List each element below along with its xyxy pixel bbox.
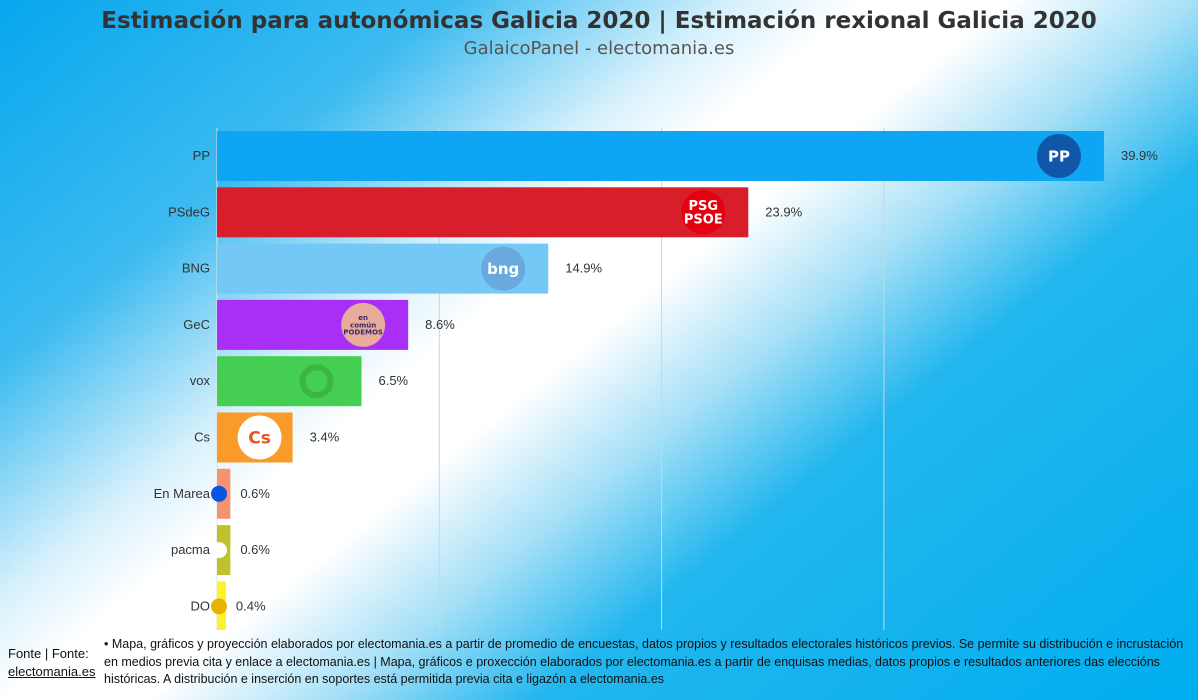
party-logo-icon: [211, 542, 227, 559]
logo-text: en: [358, 314, 368, 322]
bar-vox: [217, 356, 362, 407]
logo-circle: [681, 190, 726, 235]
category-label: vox: [190, 373, 211, 388]
value-label: 0.6%: [240, 486, 270, 501]
logo-circle: [481, 246, 526, 291]
value-label: 0.6%: [240, 542, 270, 557]
party-logo-icon: Cs: [237, 415, 282, 460]
chart-subtitle: GalaicoPanel - electomania.es: [463, 38, 735, 59]
party-logo-icon: [211, 598, 227, 615]
category-label: Cs: [194, 430, 210, 445]
value-label: 6.5%: [378, 373, 408, 388]
category-label: pacma: [171, 542, 211, 557]
party-logo-icon: [211, 485, 227, 502]
value-label: 14.9%: [565, 261, 602, 276]
chart-title: Estimación para autonómicas Galicia 2020…: [101, 8, 1097, 34]
footer-note: • Mapa, gráficos y proyección elaborados…: [104, 637, 1184, 686]
source-link[interactable]: electomania.es: [8, 664, 96, 679]
value-label: 39.9%: [1121, 148, 1158, 163]
vox-logo-icon: [299, 364, 334, 399]
source: Fonte | Fonte: electomania.es: [8, 645, 95, 681]
logo-text: Cs: [248, 428, 271, 448]
bar-pp: [217, 131, 1104, 181]
logo-text: PSG: [689, 199, 719, 214]
value-label: 0.4%: [236, 598, 266, 613]
logo-circle: [341, 302, 386, 347]
bar-psdeg: [217, 187, 749, 238]
category-label: En Marea: [154, 486, 211, 501]
category-label: GeC: [183, 317, 210, 332]
category-label: DO: [191, 598, 211, 613]
value-label: 23.9%: [765, 204, 802, 219]
logo-circle: [1036, 134, 1081, 178]
value-label: 3.4%: [310, 430, 340, 445]
category-label: PSdeG: [168, 204, 210, 219]
logo-text: PODEMOS: [343, 329, 383, 337]
value-label: 8.6%: [425, 317, 455, 332]
category-label: BNG: [182, 261, 210, 276]
party-logo-icon: bng: [481, 246, 526, 291]
party-logo-icon: PP: [1036, 134, 1081, 178]
party-logo-icon: [299, 364, 334, 399]
logo-text: PP: [1048, 147, 1070, 165]
logo-text: PSOE: [684, 213, 723, 228]
source-label: Fonte | Fonte:: [8, 646, 89, 661]
logo-text: bng: [487, 260, 519, 278]
logo-text: común: [350, 321, 376, 329]
logo-circle: [237, 415, 282, 460]
category-label: PP: [193, 148, 210, 163]
